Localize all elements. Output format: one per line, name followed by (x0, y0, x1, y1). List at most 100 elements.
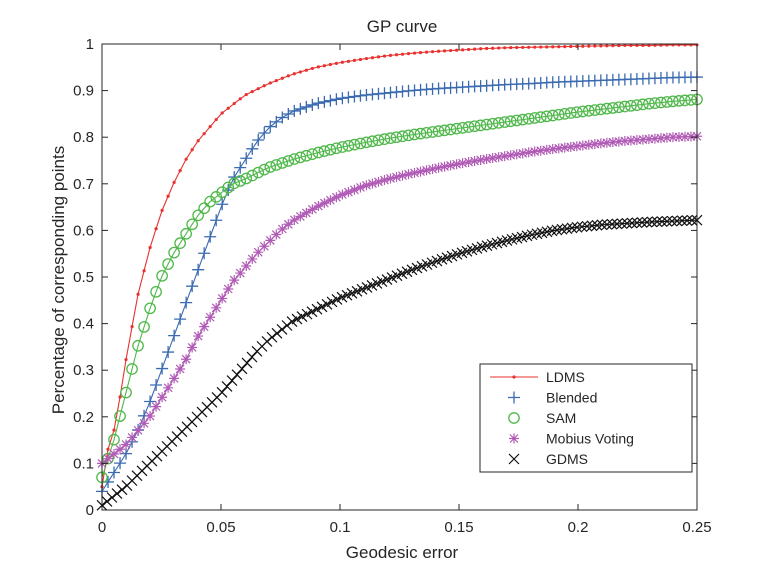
data-point (403, 169, 414, 180)
data-point (552, 108, 565, 121)
data-point (216, 386, 228, 398)
data-point (199, 321, 210, 332)
data-point (114, 457, 127, 470)
legend-entry: GDMS (508, 451, 588, 467)
data-point (210, 214, 223, 227)
data-point (241, 357, 253, 369)
data-point (286, 74, 290, 78)
data-point (382, 54, 387, 58)
data-point (564, 107, 577, 119)
data-point (318, 145, 331, 157)
data-point (312, 146, 325, 159)
data-point (169, 373, 180, 384)
data-point (467, 47, 471, 52)
data-point (366, 135, 379, 148)
data-point (132, 339, 144, 352)
data-point (468, 120, 481, 133)
data-point (174, 313, 187, 326)
data-point (521, 45, 525, 50)
y-axis-label: Percentage of corresponding points (49, 146, 68, 414)
data-point (631, 99, 643, 111)
data-point (646, 216, 658, 228)
x-tick-label: 0.15 (444, 519, 473, 536)
data-point (247, 253, 258, 264)
data-point (591, 219, 603, 231)
plot-area (96, 43, 703, 511)
data-point (540, 110, 553, 123)
data-point (232, 101, 236, 106)
axes: 0 0.05 0.1 0.15 0.2 0.25 0 0.1 0.2 0.3 0.4 0.5 0.6 0.… (73, 36, 711, 536)
data-point (168, 246, 180, 259)
series-mobius-voting (97, 131, 702, 469)
data-point (487, 153, 498, 164)
data-point (360, 136, 373, 149)
legend-marker (508, 412, 520, 424)
data-point (432, 125, 445, 137)
series-line (101, 44, 697, 487)
data-point (328, 62, 332, 67)
data-point (626, 217, 638, 229)
data-point (566, 222, 578, 234)
data-point (181, 354, 192, 365)
data-point (457, 158, 468, 169)
legend-label: Blended (546, 390, 597, 406)
data-point (160, 208, 164, 212)
data-point (504, 115, 517, 128)
data-point (636, 217, 648, 228)
data-point (397, 170, 408, 181)
data-point (342, 91, 355, 104)
data-point (180, 296, 193, 309)
data-point (184, 157, 188, 161)
data-point (637, 98, 649, 111)
data-point (304, 68, 308, 72)
data-point (607, 102, 619, 114)
data-point (625, 99, 637, 112)
data-point (142, 269, 146, 273)
x-tick-label: 0.05 (206, 519, 235, 536)
data-point (192, 263, 205, 276)
data-point (607, 137, 618, 148)
data-point (313, 201, 324, 212)
data-point (186, 280, 199, 293)
data-point (292, 72, 296, 76)
data-point (109, 448, 120, 459)
data-point (319, 198, 330, 209)
data-point (220, 111, 224, 115)
data-point (190, 148, 194, 152)
data-point (445, 160, 456, 171)
data-point (168, 329, 181, 342)
data-point (289, 214, 300, 225)
data-point (493, 152, 504, 163)
data-point (686, 214, 698, 226)
data-point (448, 48, 453, 53)
data-point (204, 230, 217, 243)
data-point (551, 45, 555, 49)
data-point (175, 363, 186, 374)
data-point (685, 94, 697, 106)
data-point (295, 211, 306, 222)
data-point (619, 100, 631, 113)
data-point (388, 53, 393, 57)
data-point (619, 135, 630, 146)
data-point (379, 175, 390, 186)
data-point (438, 124, 451, 137)
data-point (306, 148, 319, 160)
data-point (174, 237, 186, 250)
data-point (283, 219, 294, 230)
data-point (256, 87, 260, 91)
legend-marker (509, 433, 519, 444)
data-point (112, 428, 116, 432)
data-point (577, 140, 588, 151)
data-point (541, 144, 552, 155)
y-tick-label: 0.3 (73, 362, 94, 379)
data-point (593, 44, 597, 48)
data-point (118, 395, 122, 399)
data-point (235, 268, 246, 279)
data-point (641, 43, 645, 47)
data-point (394, 53, 399, 57)
data-point (103, 453, 114, 464)
data-point (415, 166, 426, 177)
data-point (121, 439, 132, 450)
data-point (241, 260, 252, 271)
data-point (150, 379, 163, 392)
